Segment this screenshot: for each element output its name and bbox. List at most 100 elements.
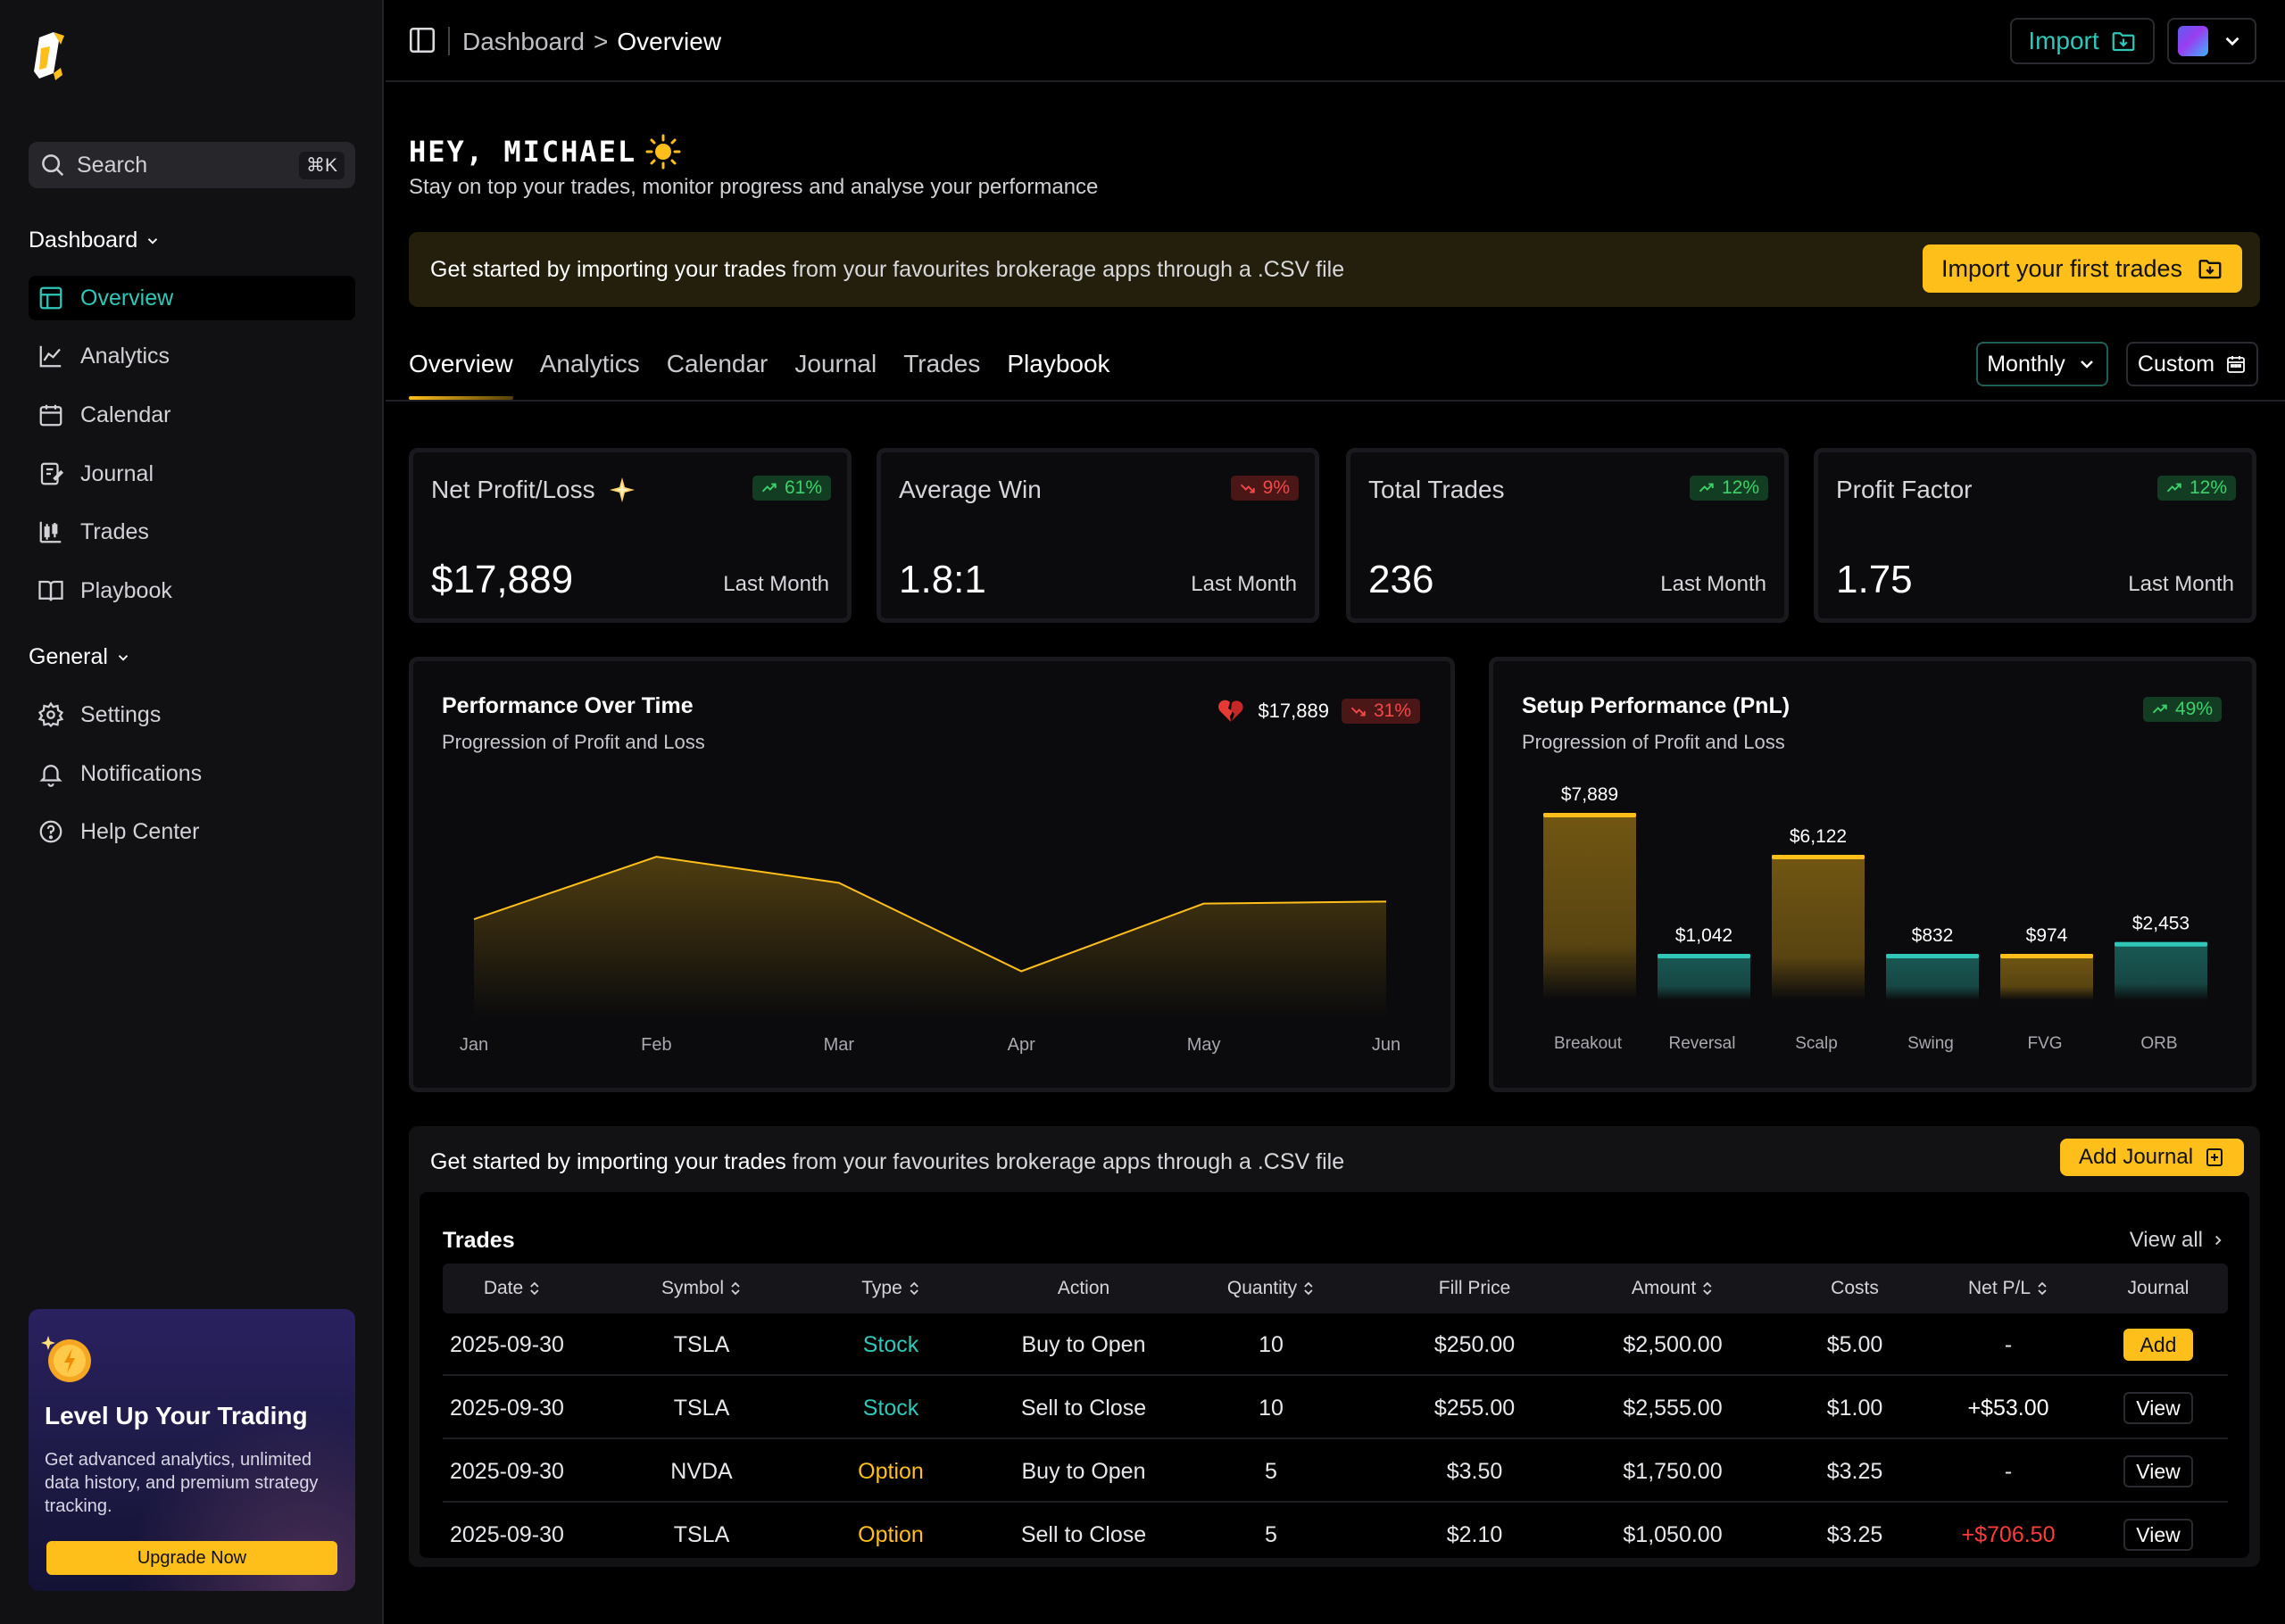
tab-trades[interactable]: Trades [903,350,981,377]
sidebar-item-label: Notifications [80,760,203,786]
column-header-label: Action [1057,1278,1110,1298]
custom-range-button[interactable]: Custom [2126,342,2258,386]
calendar-icon [39,404,62,427]
sidebar-item-journal[interactable]: Journal [29,452,355,496]
column-header-symbol[interactable]: Symbol [661,1264,742,1313]
table-row[interactable]: 2025-09-30 TSLA Stock Sell to Close 10 $255.0… [443,1377,2228,1439]
sidebar-item-playbook[interactable]: Playbook [29,568,355,613]
group-general[interactable]: General [29,644,131,670]
area-fill [474,857,1386,1018]
tab-calendar[interactable]: Calendar [666,350,769,377]
sort-icon [1304,1281,1313,1296]
sidebar-item-notifications[interactable]: Notifications [29,751,355,796]
view-all-link[interactable]: View all [2130,1228,2226,1253]
stat-label-text: Total Trades [1368,476,1505,503]
chart-title: Performance Over Time [442,693,694,718]
bar-swing[interactable] [1886,954,1979,1000]
add-journal-label: Add Journal [2078,1145,2194,1169]
bar-breakout[interactable] [1543,813,1636,1000]
tab-journal[interactable]: Journal [794,350,877,377]
sidebar-toggle-icon[interactable] [407,25,437,55]
bar-reversal[interactable] [1658,954,1750,1000]
group-general-label: General [29,644,108,669]
bar-fvg[interactable] [2000,954,2093,1000]
breadcrumb-dashboard[interactable]: Dashboard [462,28,585,55]
app-logo-icon[interactable] [27,29,70,84]
column-header-amount[interactable]: Amount [1632,1264,1714,1313]
import-button[interactable]: Import [2010,18,2155,64]
divider [448,27,450,55]
view-journal-button[interactable]: View [2123,1392,2193,1424]
tab-analytics[interactable]: Analytics [539,350,640,377]
cell-costs: $3.25 [1826,1521,1883,1547]
view-journal-button[interactable]: View [2123,1519,2193,1551]
sidebar-item-label: Playbook [80,577,172,603]
tab-overview[interactable]: Overview [409,350,513,400]
setup-performance-panel: Setup Performance (PnL) Progression of P… [1489,657,2256,1092]
search-input[interactable]: Search ⌘K [29,142,355,188]
journal-icon [40,462,64,485]
cell-amount: $1,750.00 [1623,1458,1723,1484]
sort-icon [530,1281,539,1296]
cell-journal: View [2123,1377,2193,1439]
bar-orb[interactable] [2115,941,2207,1000]
tab-playbook[interactable]: Playbook [1007,350,1110,377]
column-header-journal: Journal [2128,1264,2189,1313]
trades-banner-bold: Get started by importing your trades [430,1149,786,1174]
column-header-date[interactable]: Date [484,1264,541,1313]
cell-amount: $2,500.00 [1623,1331,1723,1357]
import-banner-text: Get started by importing your trades fro… [430,257,1344,283]
sidebar-item-overview[interactable]: Overview [29,276,355,320]
cell-date: 2025-09-30 [450,1458,564,1484]
x-tick-label: Jun [1372,1035,1400,1055]
sidebar-item-analytics[interactable]: Analytics [29,334,355,378]
table-row[interactable]: 2025-09-30 NVDA Option Buy to Open 5 $3.50 $1,… [443,1440,2228,1503]
add-journal-entry-button[interactable]: Add [2123,1329,2193,1361]
trend-down-icon [1240,484,1255,493]
column-header-label: Date [483,1278,524,1298]
view-all-label: View all [2129,1228,2203,1252]
cell-type: Stock [862,1395,919,1421]
tabs: Overview Analytics Calendar Journal Trad… [409,350,1110,400]
sidebar-item-calendar[interactable]: Calendar [29,393,355,437]
add-note-icon [2206,1148,2223,1166]
table-row[interactable]: 2025-09-30 TSLA Stock Buy to Open 10 $250.00 $… [443,1313,2228,1376]
promo-description: Get advanced analytics, unlimited data h… [45,1450,319,1516]
trend-up-icon [2166,483,2181,493]
column-header-quantity[interactable]: Quantity [1227,1264,1315,1313]
help-icon [39,820,62,843]
cell-fill: $2.10 [1446,1521,1503,1547]
add-journal-button[interactable]: Add Journal [2060,1139,2244,1176]
sidebar-item-help-center[interactable]: Help Center [29,809,355,854]
sidebar-item-settings[interactable]: Settings [29,692,355,737]
x-tick-label: Swing [1907,1034,1954,1053]
group-dashboard-label: Dashboard [29,228,138,253]
folder-import-icon [2112,32,2135,52]
column-header-net-p-l[interactable]: Net P/L [1968,1264,2048,1313]
bar-scalp[interactable] [1772,855,1865,1000]
chevron-down-icon [148,237,158,244]
stat-card-total-trades: Total Trades 12% 236 Last Month [1346,448,1789,623]
cell-journal: View [2123,1440,2193,1503]
book-icon [38,580,63,601]
coin-icon [41,1336,91,1382]
search-shortcut: ⌘K [298,151,345,179]
stat-change-badge: 9% [1230,476,1299,501]
gear-icon [37,701,64,728]
upgrade-now-button[interactable]: Upgrade Now [46,1541,337,1575]
column-header-type[interactable]: Type [861,1264,920,1313]
period-select[interactable]: Monthly [1976,342,2108,386]
group-dashboard[interactable]: Dashboard [29,228,161,253]
x-tick-label: Reversal [1669,1034,1736,1053]
sidebar-item-label: Help Center [80,818,200,844]
table-row[interactable]: 2025-09-30 TSLA Option Sell to Close 5 $2.10 $… [443,1504,2228,1566]
sidebar-item-trades[interactable]: Trades [29,510,355,554]
performance-line-chart: Jan Feb Mar Apr May Jun [460,856,1400,1055]
x-tick-label: Breakout [1554,1034,1623,1053]
stat-value: 236 [1368,558,1434,601]
account-menu-button[interactable] [2167,18,2256,64]
chart-subtitle: Progression of Profit and Loss [442,731,705,753]
import-first-trades-button[interactable]: Import your first trades [1923,244,2242,293]
view-journal-button[interactable]: View [2123,1455,2193,1487]
column-header-fill-price: Fill Price [1439,1264,1511,1313]
